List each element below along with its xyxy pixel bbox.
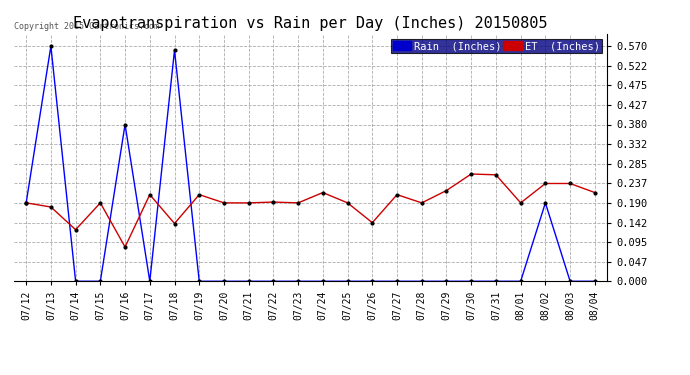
Text: Copyright 2015 Cartronics.com: Copyright 2015 Cartronics.com — [14, 22, 159, 31]
Legend: Rain  (Inches), ET  (Inches): Rain (Inches), ET (Inches) — [391, 39, 602, 53]
Title: Evapotranspiration vs Rain per Day (Inches) 20150805: Evapotranspiration vs Rain per Day (Inch… — [73, 16, 548, 31]
